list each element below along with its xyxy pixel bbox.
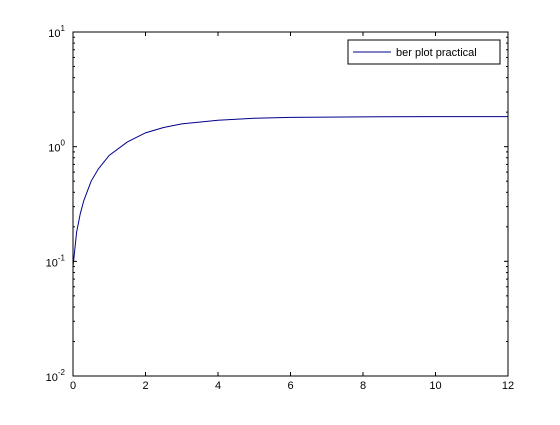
x-tick-label: 6 — [287, 380, 293, 392]
y-tick-exp: -2 — [58, 368, 66, 377]
x-tick-label: 10 — [429, 380, 441, 392]
y-tick-label: 10-1 — [46, 253, 66, 269]
legend: ber plot practical — [347, 39, 501, 65]
y-tick-base: 10 — [48, 28, 60, 40]
x-tick-label: 8 — [360, 380, 366, 392]
x-tick-label: 2 — [142, 380, 148, 392]
x-tick-label: 0 — [70, 380, 76, 392]
series-line — [72, 116, 508, 267]
y-tick-label: 10-2 — [46, 368, 66, 384]
y-tick-base: 10 — [48, 143, 60, 155]
y-tick-base: 10 — [46, 257, 58, 269]
x-tick-label: 12 — [502, 380, 514, 392]
y-tick-exp: -1 — [58, 253, 66, 262]
y-tick-base: 10 — [46, 372, 58, 384]
legend-label: ber plot practical — [396, 47, 477, 59]
y-tick-exp: 0 — [61, 139, 66, 148]
y-tick-label: 100 — [48, 139, 65, 155]
plot-area — [73, 32, 508, 376]
y-tick-exp: 1 — [61, 24, 66, 33]
x-tick-label: 4 — [215, 380, 221, 392]
y-tick-label: 101 — [48, 24, 65, 40]
